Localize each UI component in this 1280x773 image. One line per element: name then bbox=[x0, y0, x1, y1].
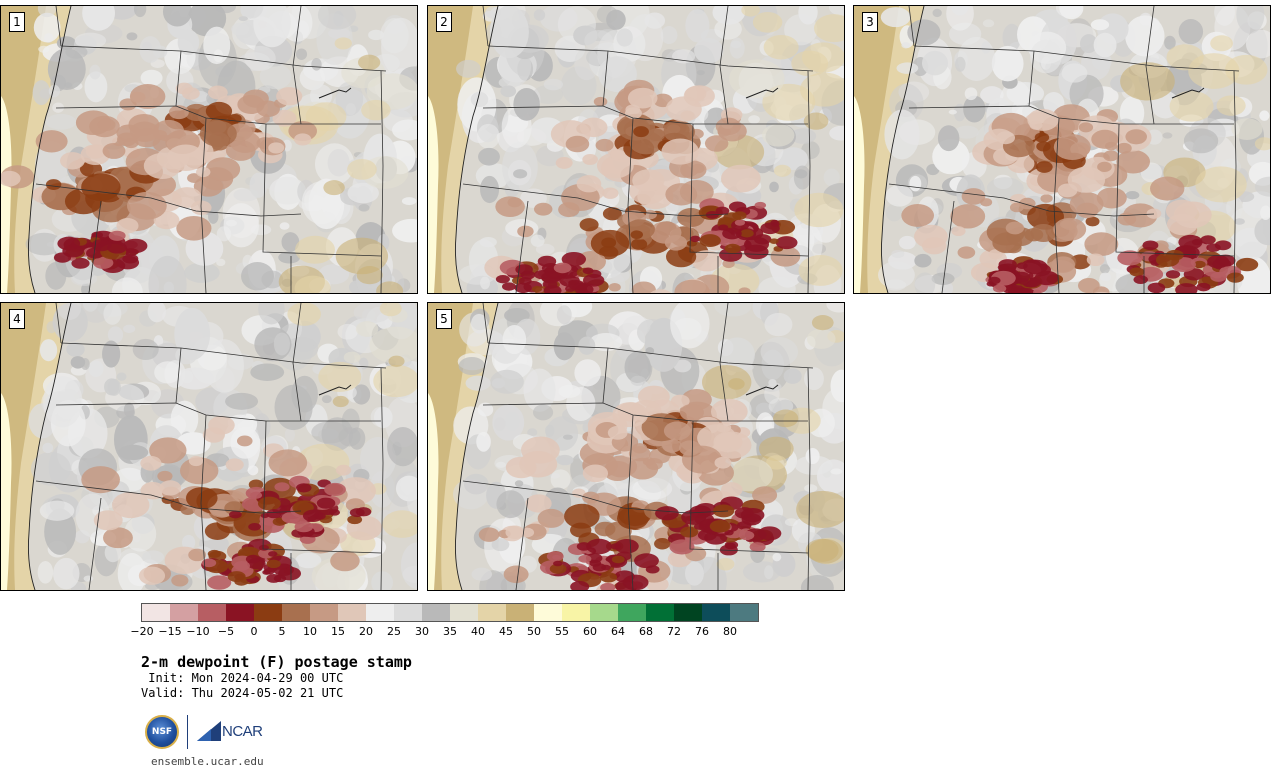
map-2-image bbox=[428, 6, 844, 293]
logo-divider bbox=[187, 715, 188, 749]
colorbar-swatch bbox=[534, 604, 562, 621]
member-label-2: 2 bbox=[436, 12, 452, 32]
colorbar-swatch bbox=[646, 604, 674, 621]
colorbar-swatch bbox=[142, 604, 170, 621]
stamp-panel-1: 1 bbox=[0, 5, 418, 294]
sponsor-logos: NSF NCAR bbox=[143, 713, 283, 753]
colorbar-swatch bbox=[730, 604, 758, 621]
colorbar-tick: −20 bbox=[130, 625, 154, 638]
colorbar-tick: −5 bbox=[217, 625, 235, 638]
colorbar-tick-labels: −20 −15 −10 −5 0 5 10 15 20 25 30 35 40 45 50 55 60 64 68 7… bbox=[130, 625, 781, 639]
stamp-panel-5: 5 bbox=[427, 302, 845, 591]
colorbar-tick: 80 bbox=[723, 625, 737, 638]
member-label-3: 3 bbox=[862, 12, 878, 32]
colorbar-tick: 30 bbox=[415, 625, 429, 638]
colorbar-tick: 35 bbox=[443, 625, 457, 638]
valid-time: Valid: Thu 2024-05-02 21 UTC bbox=[141, 686, 344, 700]
colorbar-swatch bbox=[422, 604, 450, 621]
colorbar-swatch bbox=[394, 604, 422, 621]
ncar-mark-icon bbox=[197, 721, 221, 741]
colorbar-tick: 25 bbox=[387, 625, 401, 638]
colorbar-tick: 5 bbox=[278, 625, 286, 638]
stamp-panel-2: 2 bbox=[427, 5, 845, 294]
dewpoint-colorbar bbox=[141, 603, 759, 622]
colorbar-tick: 40 bbox=[471, 625, 485, 638]
colorbar-tick: 60 bbox=[583, 625, 597, 638]
colorbar-swatch bbox=[702, 604, 730, 621]
colorbar-tick: 64 bbox=[611, 625, 625, 638]
map-4-image bbox=[1, 303, 417, 590]
colorbar-tick: 0 bbox=[250, 625, 258, 638]
colorbar-swatch bbox=[366, 604, 394, 621]
colorbar-swatch bbox=[674, 604, 702, 621]
map-5-image bbox=[428, 303, 844, 590]
colorbar-tick: 50 bbox=[527, 625, 541, 638]
colorbar-tick: −15 bbox=[158, 625, 182, 638]
member-label-4: 4 bbox=[9, 309, 25, 329]
colorbar-swatch bbox=[310, 604, 338, 621]
colorbar-swatch bbox=[562, 604, 590, 621]
map-3-image bbox=[854, 6, 1270, 293]
colorbar-swatch bbox=[226, 604, 254, 621]
website-url: ensemble.ucar.edu bbox=[151, 755, 264, 768]
stamp-panel-4: 4 bbox=[0, 302, 418, 591]
stamp-panel-3: 3 bbox=[853, 5, 1271, 294]
colorbar-tick: 15 bbox=[331, 625, 345, 638]
member-label-1: 1 bbox=[9, 12, 25, 32]
colorbar-swatch bbox=[282, 604, 310, 621]
ncar-logo-text: NCAR bbox=[222, 723, 263, 740]
init-time: Init: Mon 2024-04-29 00 UTC bbox=[141, 671, 344, 685]
member-label-5: 5 bbox=[436, 309, 452, 329]
map-1-image bbox=[1, 6, 417, 293]
colorbar-tick: 55 bbox=[555, 625, 569, 638]
colorbar-tick: 72 bbox=[667, 625, 681, 638]
colorbar-swatch bbox=[198, 604, 226, 621]
colorbar-swatch bbox=[338, 604, 366, 621]
colorbar-swatch bbox=[618, 604, 646, 621]
colorbar-swatch bbox=[170, 604, 198, 621]
colorbar-tick: 76 bbox=[695, 625, 709, 638]
colorbar-swatch bbox=[478, 604, 506, 621]
colorbar-tick: −10 bbox=[186, 625, 210, 638]
nsf-logo: NSF bbox=[145, 715, 179, 749]
colorbar-tick: 68 bbox=[639, 625, 653, 638]
colorbar-swatch bbox=[450, 604, 478, 621]
chart-title: 2-m dewpoint (F) postage stamp bbox=[141, 653, 412, 671]
colorbar-swatch bbox=[506, 604, 534, 621]
colorbar-tick: 10 bbox=[303, 625, 317, 638]
colorbar-swatch bbox=[590, 604, 618, 621]
colorbar-swatch bbox=[254, 604, 282, 621]
colorbar-tick: 20 bbox=[359, 625, 373, 638]
colorbar-tick: 45 bbox=[499, 625, 513, 638]
